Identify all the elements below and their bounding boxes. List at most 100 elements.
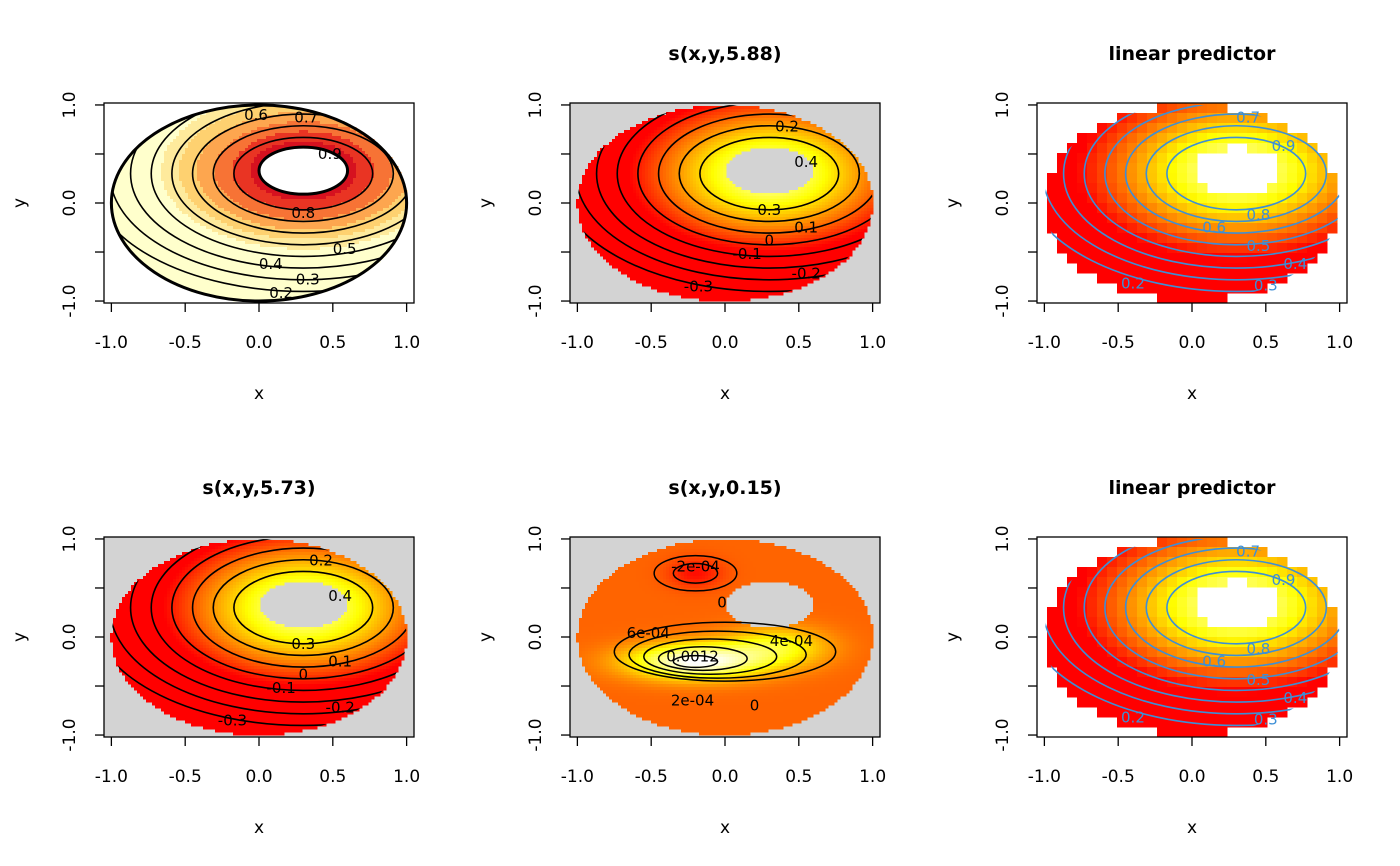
contour-label: 0.2 [1121,708,1145,726]
contour-label: 0.4 [259,255,283,273]
contour-label: 0.2 [1121,274,1145,292]
y-tick-label: 0.0 [60,623,80,650]
contour-line [678,124,861,223]
y-tick-label: -1.0 [60,284,80,317]
heat-raster [576,540,874,736]
contour-lines [577,104,873,293]
panel-title: s(x,y,0.15) [668,477,781,499]
contour-label: 0.8 [1246,206,1270,224]
contour-line [212,124,395,223]
contour-line [150,538,407,692]
y-tick-label: -1.0 [993,284,1013,317]
contour-label: 0.6 [1202,219,1226,237]
heat-raster [110,540,408,736]
x-tick-label: -1.0 [1028,767,1061,787]
contour-label: 0 [299,665,309,683]
y-tick-label: 0.0 [993,623,1013,650]
y-axis-label: y [10,632,30,642]
domain-hole [257,145,350,196]
contour-label: 0.0012 [666,648,719,666]
contour-label: 0.1 [328,653,352,671]
x-tick-label: -0.5 [1102,767,1135,787]
x-axis-label: x [254,384,264,404]
contour-line [171,104,407,246]
x-tick-label: 0.5 [319,333,346,353]
contour-lines [613,554,837,682]
contour-label: 0.7 [294,109,318,127]
contour-label: -0.3 [684,277,713,295]
contour-label: 0.9 [1272,571,1296,589]
contour-label: 0.4 [1283,689,1307,707]
x-tick-label: 1.0 [1326,767,1353,787]
y-tick-label: 0.0 [993,189,1013,216]
contour-line [150,104,407,258]
contour-label: -0.1 [733,245,762,263]
heat-raster [1047,537,1338,738]
y-tick-label: 1.0 [526,91,546,118]
x-axis-label: x [1187,384,1197,404]
contour-label: 0.9 [318,145,342,163]
contour-line [1083,104,1340,258]
x-axis-label: x [720,384,730,404]
contour-line [616,104,873,258]
contour-line [628,630,807,679]
x-tick-label: 1.0 [393,333,420,353]
contour-label: 0.4 [328,587,352,605]
contour-line [1166,136,1307,211]
contour-line [699,136,840,211]
x-tick-label: 0.5 [785,333,812,353]
contour-line [1062,538,1340,703]
y-tick-label: 1.0 [60,91,80,118]
contour-label: 0.9 [1272,137,1296,155]
contour-label: 0 [750,697,760,715]
contour-label: 6e-04 [627,624,670,642]
contour-line [1044,538,1340,715]
x-tick-label: 1.0 [859,767,886,787]
x-tick-label: -0.5 [635,333,668,353]
contour-label: -0.2 [326,699,355,717]
contour-lines [111,538,407,727]
panel-title: s(x,y,5.73) [202,477,315,499]
contour-label: -0.2 [792,265,821,283]
x-tick-label: -1.0 [95,767,128,787]
contour-label: 0.4 [1283,255,1307,273]
contour-line [171,538,407,680]
y-tick-label: 0.0 [526,623,546,650]
contour-label: 0.2 [269,284,293,302]
panel-title: s(x,y,5.88) [668,43,781,65]
contour-label: 0.3 [1254,710,1278,728]
contour-label: 0.7 [1236,109,1260,127]
x-tick-label: -0.5 [169,333,202,353]
domain-boundary [109,103,409,303]
contour-line [1044,104,1340,281]
x-tick-label: 0.0 [1178,333,1205,353]
contour-label: 0.5 [1246,237,1270,255]
y-tick-label: -1.0 [993,718,1013,751]
y-tick-label: 0.0 [526,189,546,216]
contour-label: 0.5 [1246,671,1270,689]
x-tick-label: 1.0 [393,767,420,787]
x-tick-label: -1.0 [561,767,594,787]
contour-line [111,538,407,715]
contour-line [672,562,719,584]
contour-label: 0 [717,594,727,612]
x-tick-label: 0.5 [785,767,812,787]
contour-line [111,104,407,293]
contour-label: 0.6 [1202,653,1226,671]
panel-top-right: 0.2 0.3 0.4 0.5 0.6 0.7 0.8 0.9 -1.0 -0.5 0.0 0.5 1.… [943,43,1353,404]
x-tick-label: 0.0 [245,767,272,787]
contour-label: 2e-04 [671,692,714,710]
contour-label: 0.4 [794,153,818,171]
contour-line [1062,104,1340,269]
x-tick-label: 0.0 [711,333,738,353]
contour-line [191,113,407,234]
contour-line [1104,104,1340,246]
contour-label: 0.6 [244,106,268,124]
panel-title: linear predictor [1109,43,1277,65]
x-tick-label: -0.5 [1102,333,1135,353]
y-tick-label: 1.0 [993,525,1013,552]
contour-lines [1044,538,1340,727]
contour-label: 0.7 [1236,543,1260,561]
contour-line [1166,570,1307,645]
contour-line [233,570,374,645]
